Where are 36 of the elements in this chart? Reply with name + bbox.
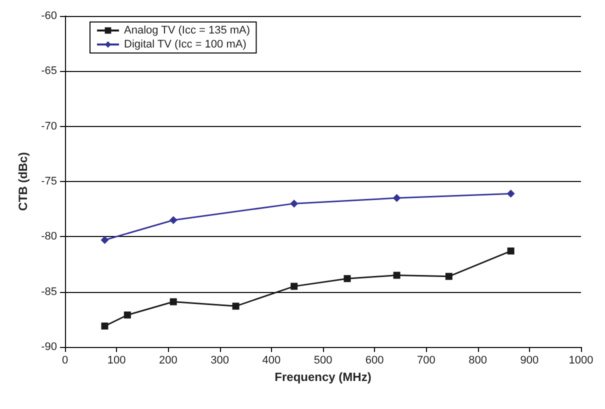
y-tick-label: -70 — [41, 120, 57, 132]
point — [101, 322, 108, 330]
y-axis-title: CTB (dBc) — [16, 152, 30, 211]
x-tick-label: 400 — [262, 354, 281, 366]
y-tick-label: -60 — [41, 10, 57, 22]
y-tick-label: -90 — [41, 341, 57, 353]
x-tick-label: 0 — [62, 354, 68, 366]
y-tick-label: -65 — [41, 65, 57, 78]
y-tick-label: -85 — [41, 286, 57, 298]
x-tick-label: 900 — [520, 354, 539, 366]
point — [344, 275, 351, 282]
point — [290, 282, 298, 290]
x-tick-label: 1000 — [568, 354, 594, 366]
x-tick-label: 300 — [210, 354, 229, 366]
point — [170, 298, 177, 306]
x-tick-label: 200 — [159, 354, 178, 366]
x-tick-label: 100 — [107, 354, 126, 366]
y-tick-label: -75 — [41, 176, 57, 188]
point — [124, 312, 131, 319]
point — [169, 216, 178, 224]
point — [506, 190, 515, 198]
x-tick-label: 500 — [314, 354, 332, 366]
point — [507, 248, 514, 255]
legend-label: Digital TV (Icc = 100 mA) — [124, 38, 246, 50]
point — [393, 272, 400, 279]
point — [100, 236, 109, 244]
point — [232, 302, 240, 310]
x-tick-label: 600 — [365, 354, 384, 366]
x-axis-title: Frequency (MHz) — [274, 370, 372, 384]
x-tick-label: 700 — [417, 354, 436, 366]
x-tick-label: 800 — [468, 354, 487, 366]
legend-label: Analog TV (Icc = 135 mA) — [124, 24, 250, 36]
point — [392, 194, 401, 202]
y-tick-label: -80 — [41, 230, 57, 243]
point — [445, 272, 452, 280]
point — [290, 200, 298, 208]
